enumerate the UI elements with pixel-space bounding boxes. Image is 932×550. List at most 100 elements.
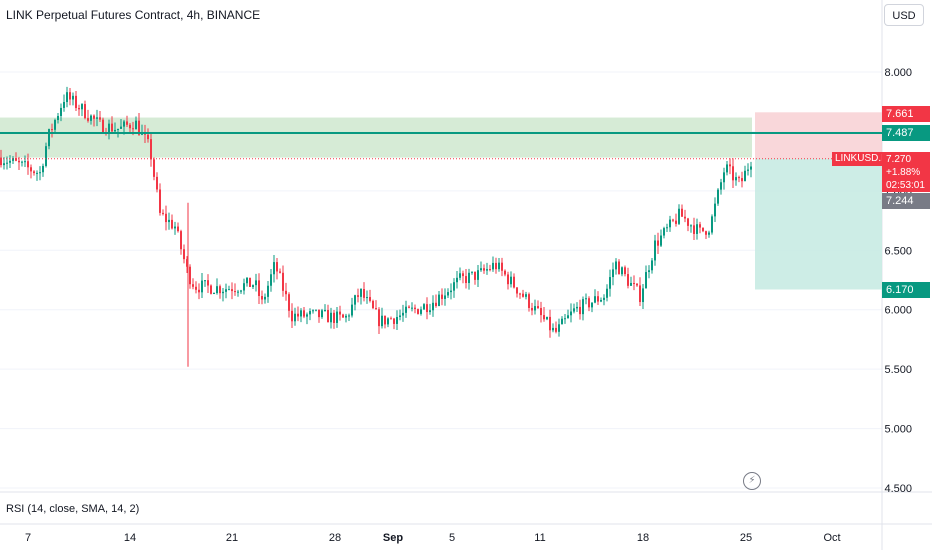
candle-body xyxy=(387,318,389,325)
candle-body xyxy=(537,306,539,309)
candle-body xyxy=(213,293,215,295)
candle-body xyxy=(705,231,707,235)
candle-body xyxy=(510,276,512,285)
candle-body xyxy=(717,189,719,204)
candle-body xyxy=(39,172,41,174)
candle-body xyxy=(396,317,398,324)
candle-body xyxy=(378,309,380,327)
candle-body xyxy=(615,261,617,270)
x-tick-label: Oct xyxy=(823,532,840,544)
candle-body xyxy=(432,302,434,311)
candle-body xyxy=(309,311,311,315)
candle-body xyxy=(462,273,464,277)
stop-price-tag: 7.661 xyxy=(882,106,930,122)
candle-body xyxy=(45,146,47,166)
candle-body xyxy=(672,219,674,221)
candle-body xyxy=(570,311,572,316)
candle-body xyxy=(468,272,470,284)
candle-body xyxy=(420,309,422,314)
candle-body xyxy=(618,261,620,275)
candle-body xyxy=(411,307,413,309)
candle-body xyxy=(234,291,236,293)
candle-body xyxy=(147,134,149,140)
candle-body xyxy=(549,316,551,331)
currency-button[interactable]: USD xyxy=(884,4,924,26)
candle-body xyxy=(222,291,224,294)
candle-body xyxy=(603,297,605,300)
candle-body xyxy=(456,277,458,283)
candle-body xyxy=(594,296,596,303)
candle-body xyxy=(225,289,227,292)
candle-body xyxy=(345,315,347,318)
candle-body xyxy=(126,121,128,125)
candle-body xyxy=(429,310,431,313)
candle-body xyxy=(441,294,443,299)
candle-body xyxy=(645,272,647,289)
candle-body xyxy=(552,327,554,331)
candle-body xyxy=(216,286,218,294)
candle-body xyxy=(63,102,65,108)
candle-body xyxy=(480,268,482,271)
candle-body xyxy=(186,259,188,267)
candle-body xyxy=(90,115,92,121)
candle-body xyxy=(6,162,8,164)
candle-body xyxy=(708,232,710,235)
candle-body xyxy=(204,280,206,282)
candle-body xyxy=(531,307,533,311)
candle-body xyxy=(30,167,32,172)
candle-body xyxy=(201,280,203,293)
candle-body xyxy=(474,271,476,280)
candle-body xyxy=(183,249,185,260)
candle-body xyxy=(192,284,194,287)
candle-body xyxy=(711,216,713,233)
candle-body xyxy=(675,220,677,224)
price-change: +1.88% xyxy=(886,167,921,178)
candle-body xyxy=(435,302,437,306)
candle-body xyxy=(447,292,449,296)
candle-body xyxy=(93,115,95,119)
y-tick-label: 5.000 xyxy=(884,424,912,436)
candle-body xyxy=(228,289,230,291)
candle-body xyxy=(567,315,569,319)
candle-body xyxy=(669,219,671,228)
candle-body xyxy=(381,315,383,327)
candle-body xyxy=(582,299,584,315)
candle-body xyxy=(33,171,35,174)
candle-body xyxy=(399,315,401,318)
candle-body xyxy=(600,299,602,302)
candle-body xyxy=(573,308,575,312)
candle-body xyxy=(243,283,245,291)
candle-body xyxy=(657,240,659,246)
candle-body xyxy=(453,282,455,291)
y-tick-label: 6.500 xyxy=(884,245,912,257)
candle-body xyxy=(750,166,752,170)
lightning-icon[interactable]: ⚡ xyxy=(743,472,761,490)
candle-body xyxy=(528,294,530,308)
candle-body xyxy=(324,309,326,311)
candle-body xyxy=(699,224,701,228)
candle-body xyxy=(219,286,221,294)
candle-body xyxy=(516,287,518,294)
candle-body xyxy=(690,225,692,227)
candle-body xyxy=(54,120,56,130)
candle-body xyxy=(153,159,155,177)
candle-body xyxy=(162,212,164,214)
candle-body xyxy=(477,270,479,280)
bar-countdown: 02:53:01 xyxy=(886,180,925,191)
candle-body xyxy=(561,318,563,325)
x-tick-label: 21 xyxy=(226,532,238,544)
candle-body xyxy=(630,282,632,286)
candle-body xyxy=(291,310,293,322)
candle-body xyxy=(438,294,440,306)
candle-body xyxy=(198,289,200,293)
candle-body xyxy=(21,161,23,163)
candle-body xyxy=(726,164,728,173)
candle-body xyxy=(120,126,122,129)
x-tick-label: 11 xyxy=(534,532,545,544)
candle-body xyxy=(0,157,2,166)
rsi-indicator-label: RSI (14, close, SMA, 14, 2) xyxy=(6,503,140,515)
candle-body xyxy=(393,318,395,324)
candle-body xyxy=(372,300,374,309)
candle-body xyxy=(246,277,248,284)
